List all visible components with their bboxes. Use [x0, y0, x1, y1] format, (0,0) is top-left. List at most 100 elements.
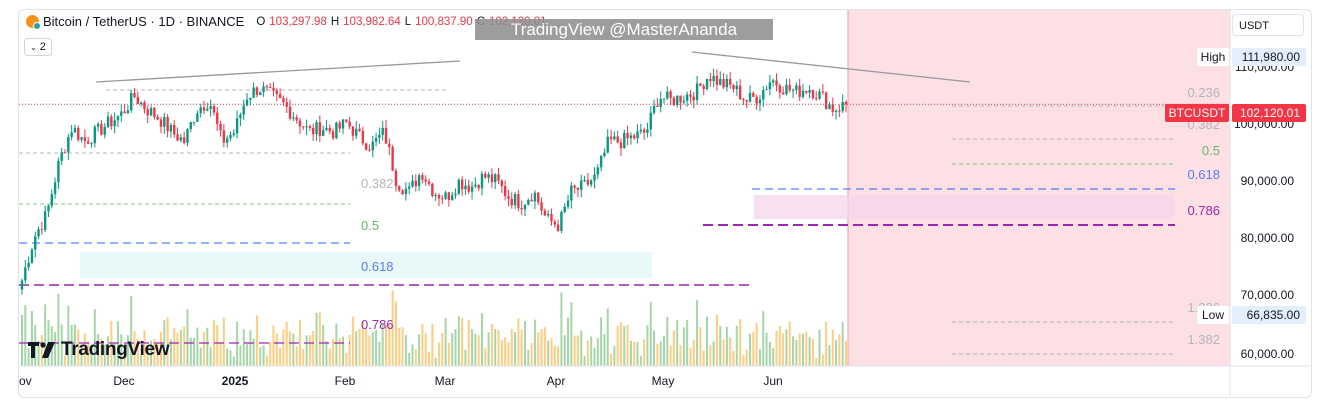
candle-body — [834, 110, 838, 112]
volume-bar — [613, 346, 616, 366]
volume-bar — [123, 347, 126, 366]
candle-body — [110, 116, 113, 127]
candle-body — [464, 185, 467, 190]
volume-bar — [828, 345, 831, 366]
candle — [295, 114, 298, 124]
candle — [381, 120, 384, 141]
candle-body — [762, 89, 765, 100]
volume-bar — [497, 330, 500, 366]
high-value: 103,982.64 — [343, 15, 401, 28]
logo-text: TradingView — [61, 339, 170, 360]
candle — [441, 195, 444, 205]
candle-body — [70, 132, 73, 137]
volume-bar — [626, 324, 629, 366]
volume-bar — [576, 335, 579, 366]
candle-body — [179, 137, 183, 141]
volume-bar — [272, 325, 275, 366]
candle-body — [278, 94, 282, 99]
candle — [722, 73, 725, 89]
candle — [255, 86, 259, 98]
candle-body — [798, 85, 801, 97]
candle — [646, 122, 649, 138]
volume-bar — [332, 339, 335, 366]
volume-bar — [471, 329, 474, 366]
candle-body — [460, 179, 464, 190]
volume-bar — [44, 304, 47, 366]
volume-bar — [560, 292, 563, 366]
candle — [163, 112, 166, 134]
candle-body — [765, 89, 768, 91]
candle — [368, 144, 371, 152]
volume-bar — [212, 320, 215, 366]
candle-body — [722, 78, 725, 88]
candle — [83, 129, 87, 148]
candle — [179, 133, 183, 143]
candle-body — [649, 112, 652, 130]
candle-body — [249, 97, 252, 100]
candle — [831, 97, 834, 117]
candle-body — [34, 236, 37, 250]
resistance-trendline — [95, 60, 461, 83]
candle-body — [80, 137, 83, 140]
candle — [841, 94, 844, 114]
volume-bar — [203, 332, 206, 366]
candle — [738, 79, 742, 100]
candle-body — [384, 127, 388, 144]
candle — [781, 86, 785, 96]
candle — [103, 123, 106, 139]
currency-selector[interactable]: USDT — [1232, 14, 1304, 36]
candle-body — [487, 174, 490, 178]
candle — [656, 97, 659, 108]
candle — [619, 138, 623, 156]
symbol-title[interactable]: Bitcoin / TetherUS · 1D · BINANCE — [43, 14, 245, 29]
candle — [705, 78, 709, 91]
candle — [484, 171, 487, 179]
volume-bar — [355, 331, 358, 366]
bitcoin-icon — [26, 15, 41, 30]
price-marker-label-bg — [1165, 104, 1229, 122]
candle-body — [47, 205, 50, 212]
volume-bar — [444, 318, 447, 366]
candle-body — [123, 111, 126, 114]
volume-bar — [788, 321, 791, 366]
candle-body — [411, 180, 414, 187]
volume-bar — [669, 345, 672, 366]
candle — [411, 174, 414, 188]
volume-bar — [169, 339, 172, 366]
volume-bar — [762, 311, 765, 366]
candle — [633, 133, 636, 141]
candle-body — [305, 126, 308, 128]
price-marker: Low 66,835.00 — [1197, 306, 1306, 324]
candle — [480, 171, 484, 196]
indicators-collapse-button[interactable]: ⌄ 2 — [24, 38, 52, 56]
candle-body — [633, 135, 636, 139]
candle — [153, 106, 156, 120]
candle — [699, 83, 702, 87]
volume-bar — [113, 342, 116, 366]
volume-bar — [345, 353, 348, 366]
volume-bar — [808, 336, 811, 366]
volume-bar — [133, 331, 136, 366]
candle — [477, 184, 480, 192]
candle — [173, 120, 176, 138]
candle — [702, 83, 705, 96]
volume-bar — [706, 316, 709, 366]
volume-bar — [533, 319, 536, 366]
candle — [384, 119, 388, 144]
volume-bar — [40, 334, 43, 366]
volume-bar — [285, 321, 288, 366]
candle-body — [315, 122, 318, 135]
volume-bar — [186, 309, 189, 366]
volume-bar — [166, 317, 169, 366]
volume-bar — [457, 316, 460, 366]
candle-body — [451, 195, 454, 200]
volume-bar — [467, 320, 470, 366]
candle-body — [831, 104, 834, 112]
y-axis-tick-label: 80,000.00 — [1241, 231, 1295, 245]
candle-body — [728, 78, 732, 85]
volume-bar — [236, 321, 239, 366]
volume-bar — [646, 324, 649, 366]
volume-bar — [90, 349, 93, 366]
candle-body — [563, 206, 566, 212]
